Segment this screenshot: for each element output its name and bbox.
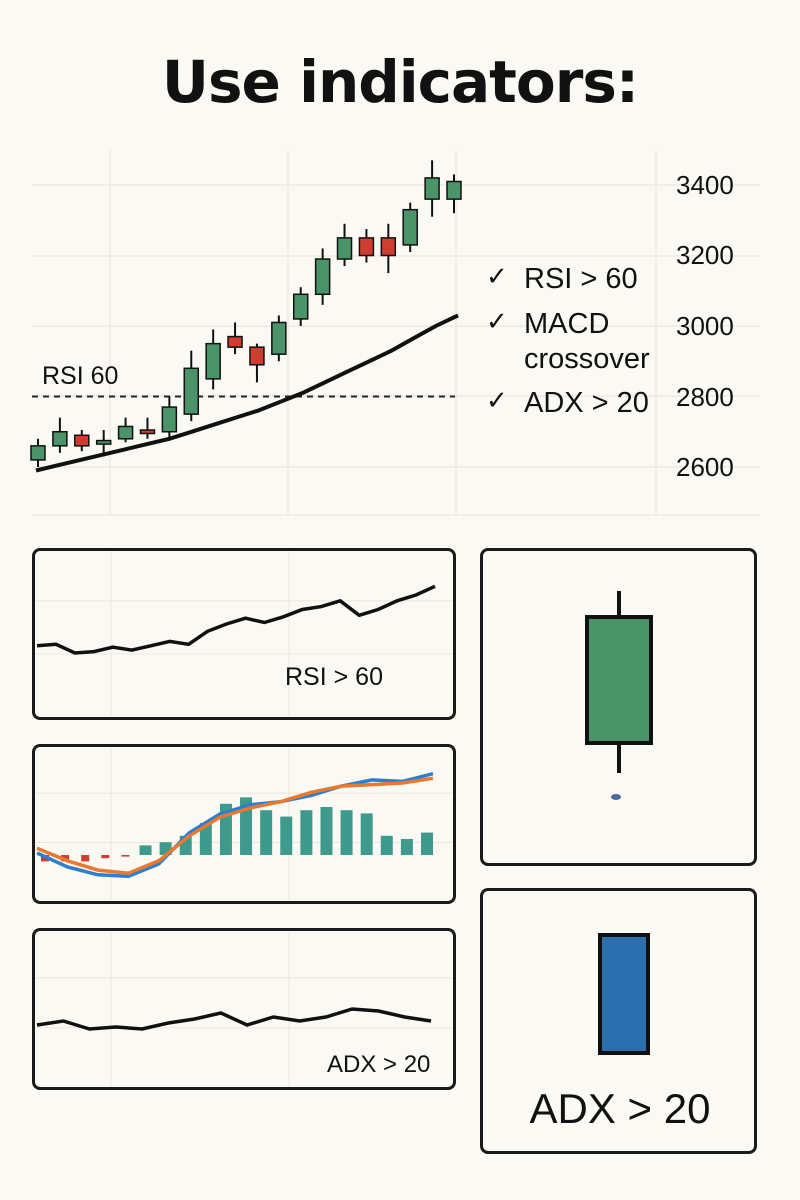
candle [95,429,112,457]
histogram-bar [81,855,90,862]
adx-panel: ADX > 20 [32,928,456,1090]
candle [205,329,221,390]
checklist-item-label: MACD crossover [524,307,650,375]
histogram-bar [421,832,433,855]
y-tick-label: 3200 [676,240,734,270]
candle-body [95,439,112,445]
checklist-item-label: RSI > 60 [524,263,638,295]
panel-grid [35,551,453,717]
histogram-bar [280,816,293,855]
rsi-chart [35,551,453,717]
y-tick-label: 3400 [676,170,734,200]
checklist-item: ✓ MACD crossover [486,307,696,377]
macd-histogram [41,797,433,862]
dot-mark [611,794,621,800]
macd-panel [32,744,456,904]
candles [30,160,462,467]
checkmark-icon: ✓ [486,306,508,337]
candle-icon-panel [480,548,757,866]
candle [424,160,440,217]
candle-body [424,177,440,200]
candle-body [249,346,265,366]
candle [402,202,418,252]
candle [292,287,309,326]
candle-body [271,321,287,355]
candle [139,417,156,439]
price-chart [30,150,760,516]
histogram-bar [320,807,333,855]
histogram-bar [380,835,393,855]
candle-body [446,180,462,200]
adx-big-label: ADX > 20 [529,1085,711,1132]
candle-body [161,406,178,433]
candle-body [292,293,309,320]
candle [227,322,243,355]
candle [446,174,462,214]
y-tick-label: 2800 [676,382,734,412]
candle-body [117,425,134,440]
adx-chart [35,931,453,1087]
rsi-panel-label: RSI > 60 [285,663,383,691]
y-tick-label: 2600 [676,452,734,482]
candle [183,350,200,422]
candle-body [183,367,200,415]
candle-body [358,237,375,257]
bullish-candle-icon [585,591,653,800]
adx-line [36,1007,432,1031]
rsi-panel: RSI > 60 [32,548,456,720]
rsi-threshold-label: RSI 60 [42,362,119,390]
histogram-bar [101,855,110,859]
adx-icon-panel [480,888,757,1154]
checkmark-icon: ✓ [486,386,508,417]
histogram-bar [300,810,313,855]
candle [117,417,134,443]
candle-body [227,335,243,348]
candle [314,248,331,305]
page-title: Use indicators: [161,48,639,116]
candle [249,343,265,383]
histogram-bar [199,823,212,855]
moving-average-line [35,313,459,473]
candle-body [52,431,68,447]
candle-body [336,237,353,260]
candle [358,229,375,263]
signal-line [36,776,434,875]
indicator-checklist: ✓ RSI > 60 ✓ MACD crossover ✓ ADX > 20 [486,262,696,431]
candle [161,396,178,439]
checklist-item: ✓ ADX > 20 [486,386,696,421]
candle-body [380,237,397,257]
rsi-line [36,584,436,655]
checkmark-icon: ✓ [486,262,508,292]
candle-body [402,208,418,246]
candle [336,223,353,267]
candle-body [585,615,653,745]
candle [74,429,90,452]
macd-chart [35,747,453,901]
candle-body [205,342,221,380]
adx-bar-icon [598,933,650,1055]
candle [271,315,287,362]
checklist-item-label: ADX > 20 [524,387,649,420]
histogram-bar [139,845,152,855]
histogram-bar [400,839,413,855]
candle [380,223,397,274]
adx-bar [598,933,650,1055]
y-tick-label: 3000 [676,311,734,341]
candle [30,438,46,467]
macd-line [36,772,434,879]
checklist-item: ✓ RSI > 60 [486,262,696,297]
adx-panel-label: ADX > 20 [327,1051,431,1078]
histogram-bar [360,813,373,855]
histogram-bar [340,810,353,855]
histogram-bar [121,855,130,857]
candle-body [314,258,331,296]
candle-body [139,429,156,435]
histogram-bar [260,810,273,855]
candle-body [30,445,46,461]
candle [52,417,68,453]
candle-body [74,434,90,447]
